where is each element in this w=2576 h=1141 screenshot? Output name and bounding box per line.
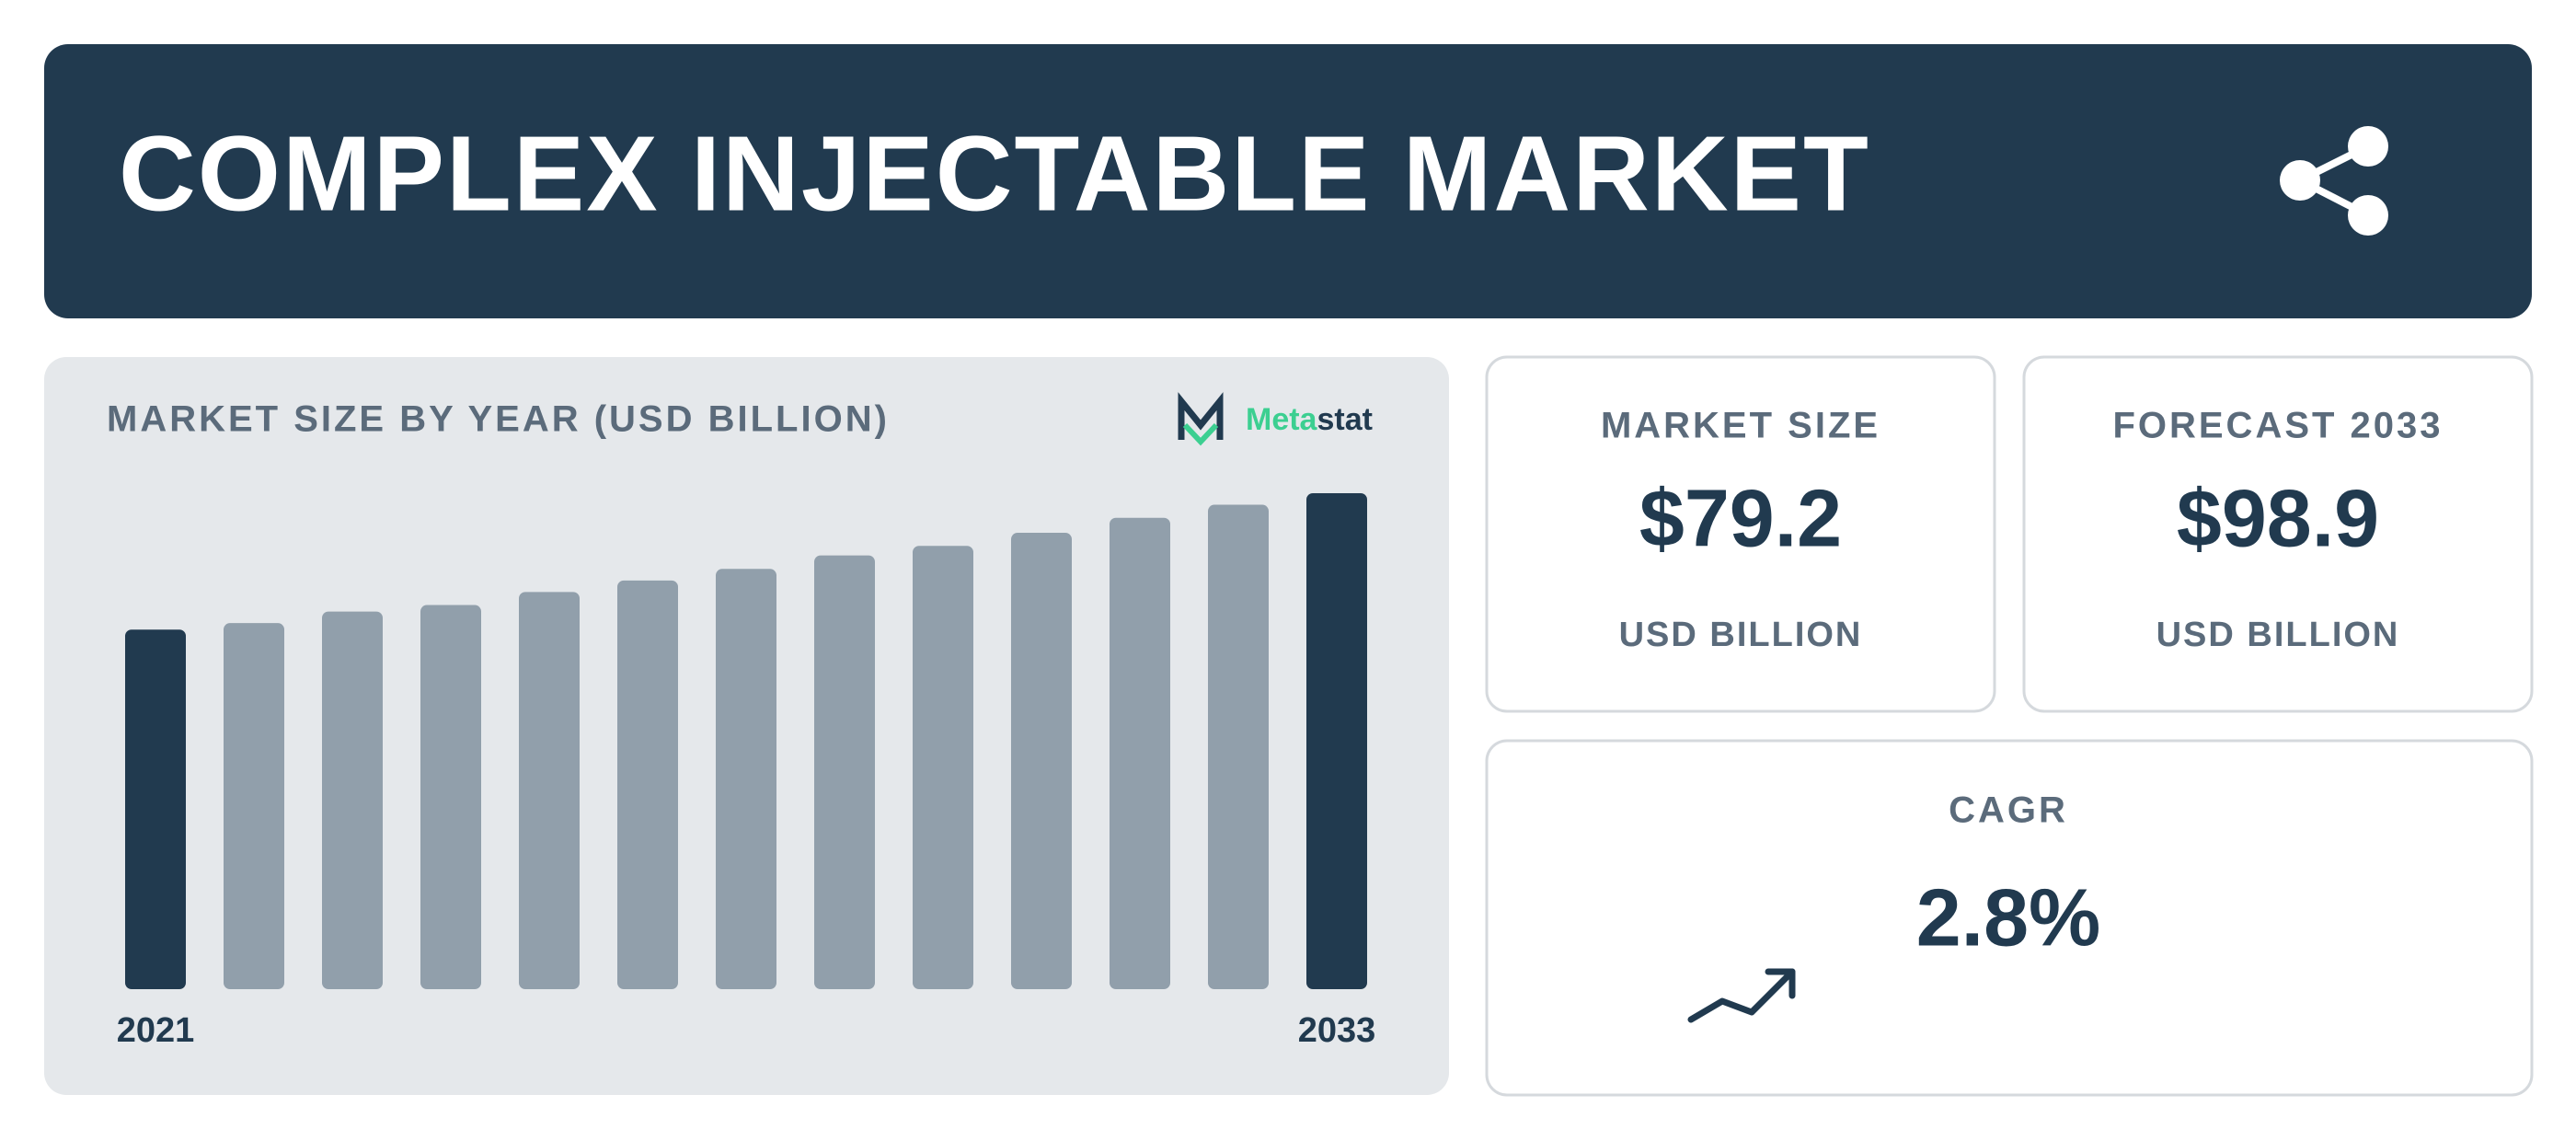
card-value: $98.9 <box>2177 472 2379 563</box>
card <box>1485 355 1996 713</box>
bar-group: 2021 2033 <box>117 493 1376 1050</box>
bar <box>420 605 481 989</box>
bar <box>1110 517 1170 989</box>
page-title: COMPLEX INJECTABLE MARKET <box>119 114 1870 234</box>
bar <box>814 555 875 989</box>
card-value: $79.2 <box>1639 472 1842 563</box>
bar <box>519 592 580 989</box>
logo: Metastat <box>1178 392 1373 446</box>
bar <box>125 629 186 989</box>
bar <box>1011 533 1072 989</box>
card-label: CAGR <box>1949 790 2068 831</box>
bar <box>913 546 973 989</box>
header-bar <box>44 44 2532 318</box>
card-label: FORECAST 2033 <box>2112 406 2443 446</box>
card-unit: USD BILLION <box>1619 616 1863 654</box>
card <box>2022 355 2534 713</box>
logo-text: Metastat <box>1246 402 1373 437</box>
bar <box>1208 504 1269 989</box>
logo-part: stat <box>1317 402 1372 437</box>
logo-part: Meta <box>1246 402 1318 437</box>
card-unit: USD BILLION <box>2156 616 2400 654</box>
card-value: 2.8% <box>1916 871 2101 962</box>
bar <box>322 611 383 989</box>
x-tick-label: 2021 <box>117 1011 195 1050</box>
chart-title: MARKET SIZE BY YEAR (USD BILLION) <box>107 399 890 440</box>
bar <box>617 580 678 989</box>
bar <box>716 569 776 989</box>
bar <box>1306 493 1367 989</box>
bar <box>224 623 284 989</box>
share-icon[interactable] <box>2280 126 2388 236</box>
trend-icon <box>1687 968 1796 1023</box>
x-tick-label: 2033 <box>1298 1011 1376 1050</box>
card-label: MARKET SIZE <box>1601 406 1880 446</box>
card <box>1485 739 2534 1097</box>
